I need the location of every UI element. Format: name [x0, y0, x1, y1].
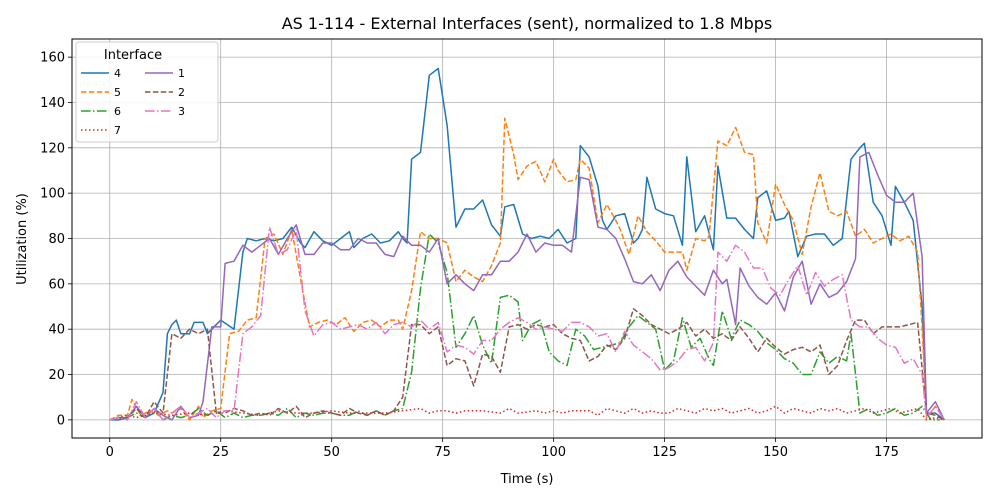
legend-label-6: 6 — [114, 105, 121, 118]
series-line-7 — [109, 405, 945, 421]
legend-label-3: 3 — [178, 105, 185, 118]
y-tick-label: 0 — [57, 413, 65, 428]
x-tick-label: 0 — [106, 445, 114, 460]
legend: Interface 4 5 6 7 1 2 3 — [75, 41, 219, 143]
x-tick-label: 25 — [212, 445, 229, 460]
legend-label-2: 2 — [178, 86, 185, 99]
series-line-6 — [109, 233, 940, 421]
legend-label-7: 7 — [114, 124, 121, 137]
series-line-4 — [109, 67, 945, 421]
chart-title: AS 1-114 - External Interfaces (sent), n… — [282, 14, 773, 33]
x-tick-label: 125 — [652, 445, 677, 460]
legend-label-5: 5 — [114, 86, 121, 99]
series-lines — [109, 67, 945, 421]
y-tick-label: 80 — [48, 232, 65, 247]
series-line-1 — [109, 151, 945, 421]
x-axis-label: Time (s) — [500, 472, 554, 487]
y-axis: 0 20 40 60 80 100 120 140 160 — [40, 51, 72, 428]
x-tick-label: 150 — [763, 445, 788, 460]
x-axis: 0 25 50 75 100 125 150 175 — [106, 438, 899, 460]
y-tick-label: 20 — [48, 368, 65, 383]
x-tick-label: 100 — [541, 445, 566, 460]
y-tick-label: 140 — [40, 96, 65, 111]
x-tick-label: 50 — [323, 445, 340, 460]
series-line-2 — [109, 308, 945, 421]
y-tick-label: 100 — [40, 187, 65, 202]
legend-title: Interface — [104, 48, 162, 63]
legend-label-4: 4 — [114, 67, 121, 80]
series-line-5 — [109, 117, 945, 421]
y-axis-label: Utilization (%) — [15, 193, 30, 285]
legend-label-1: 1 — [178, 67, 185, 80]
x-tick-label: 75 — [434, 445, 451, 460]
series-line-3 — [109, 226, 945, 421]
y-tick-label: 60 — [48, 277, 65, 292]
y-tick-label: 40 — [48, 323, 65, 338]
x-tick-label: 175 — [874, 445, 899, 460]
y-tick-label: 120 — [40, 141, 65, 156]
y-tick-label: 160 — [40, 51, 65, 66]
